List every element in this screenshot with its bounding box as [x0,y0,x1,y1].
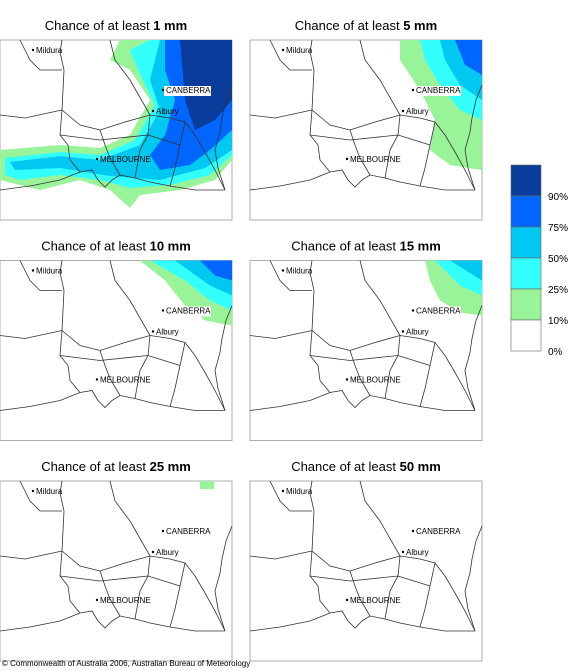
city-dot [401,330,405,333]
threshold: 15 mm [400,239,441,254]
legend-swatch [510,288,542,321]
city-box [164,527,211,537]
city-dot [31,48,35,52]
rain-area [200,260,232,281]
city-box [414,86,461,96]
city-dot [401,109,405,113]
map-frame [0,480,233,662]
city-label: Albury [156,548,179,557]
title-prefix: Chance of at least [291,239,396,254]
panel-title: Chance of at least 25 mm [41,459,191,474]
title-prefix: Chance of at least [41,239,146,254]
legend-label: 10% [548,316,568,327]
city-dot [281,48,285,52]
map-frame [249,480,483,662]
panel-title: Chance of at least 50 mm [291,459,441,474]
city-label: Mildura [36,267,63,276]
legend-swatch [510,164,542,197]
map-panel: Chance of at least 5 mm Mildura CANBERRA Al… [249,18,483,221]
threshold: 5 mm [403,18,437,33]
city-label: MELBOURNE [100,155,151,164]
title-prefix: Chance of at least [41,459,146,474]
map-panel: Chance of at least 25 mm Mildura CANBERRA A… [0,459,233,662]
city-dot [151,330,155,333]
city-box [164,86,211,96]
threshold: 10 mm [150,239,191,254]
legend-swatch [510,319,542,352]
city-box [414,306,461,317]
legend-label: 50% [548,254,568,265]
map-panel: Chance of at least 15 mm Mildura CANBERRA A… [249,239,483,441]
legend-label: 0% [548,347,563,358]
legend-label: 25% [548,285,568,296]
city-label: CANBERRA [416,527,461,536]
city-dot [95,378,99,381]
city-dot [161,529,165,533]
city-label: Mildura [286,46,313,55]
city-label: CANBERRA [416,86,461,95]
city-label: Albury [406,107,429,116]
threshold: 50 mm [400,459,441,474]
city-dot [95,157,99,161]
city-dot [31,269,35,272]
map-panel: Chance of at least 10 mm Mildura CANBERRA A… [0,239,233,441]
legend-swatch [510,226,542,259]
legend-label: 90% [548,192,568,203]
threshold: 25 mm [150,459,191,474]
city-dot [151,109,155,113]
city-label: CANBERRA [416,307,461,316]
legend-swatch [510,257,542,290]
title-prefix: Chance of at least [45,18,150,33]
city-label: MELBOURNE [350,596,401,605]
city-label: Albury [406,328,429,337]
map-panel: Chance of at least 50 mm Mildura CANBERRA A… [249,459,483,662]
legend-label: 75% [548,223,568,234]
city-label: CANBERRA [166,307,211,316]
city-label: MELBOURNE [100,596,151,605]
city-dot [411,309,415,312]
city-dot [411,529,415,533]
city-label: Mildura [36,46,63,55]
city-label: Mildura [286,267,313,276]
rain-area [200,481,214,489]
title-prefix: Chance of at least [291,459,396,474]
city-label: CANBERRA [166,527,211,536]
city-label: Albury [156,328,179,337]
city-label: CANBERRA [166,86,211,95]
map-panel: Chance of at least 1 mm Mildura CANBERRA Al… [0,18,233,221]
city-label: Mildura [36,487,63,496]
city-label: Albury [406,548,429,557]
threshold: 1 mm [153,18,187,33]
rain-area [455,40,482,75]
city-dot [151,550,155,554]
city-label: MELBOURNE [350,155,401,164]
city-dot [161,88,165,92]
panel-title: Chance of at least 10 mm [41,239,191,254]
copyright: © Commonwealth of Australia 2006, Austra… [2,659,250,668]
city-dot [281,489,285,493]
city-dot [411,88,415,92]
city-dot [345,157,349,161]
city-dot [31,489,35,493]
city-dot [401,550,405,554]
panel-title: Chance of at least 1 mm [45,18,187,33]
city-label: Mildura [286,487,313,496]
city-dot [161,309,165,312]
city-box [414,527,461,537]
city-dot [345,378,349,381]
panel-title: Chance of at least 15 mm [291,239,441,254]
city-label: MELBOURNE [100,376,151,385]
city-dot [95,598,99,602]
city-label: Albury [156,107,179,116]
title-prefix: Chance of at least [295,18,400,33]
city-dot [281,269,285,272]
panel-title: Chance of at least 5 mm [295,18,437,33]
city-box [164,306,211,317]
city-label: MELBOURNE [350,376,401,385]
legend-swatch [510,195,542,228]
city-dot [345,598,349,602]
rain-area [180,40,232,130]
rain-area [450,260,482,281]
